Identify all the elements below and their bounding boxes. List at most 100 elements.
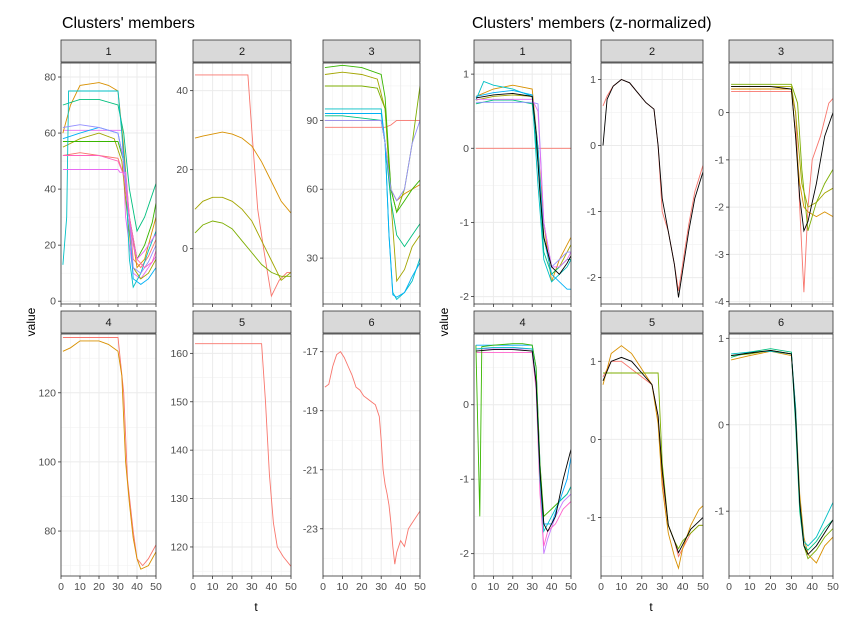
y-tick-label-c0-f5: -17	[303, 346, 318, 358]
facet-strip-c1-f4	[600, 310, 704, 334]
y-tick-label-c1-f0: 1	[463, 69, 469, 81]
y-tick-label-c0-f4: 160	[170, 348, 188, 360]
panel-border-c0-f3	[60, 333, 157, 577]
facet-strip-label-c1-f1: 2	[649, 46, 655, 58]
facet-strip-c1-f0	[473, 39, 572, 63]
x-tick-label-c0-f3: 50	[150, 581, 162, 593]
y-tick-label-c0-f0: 20	[44, 240, 56, 252]
y-axis-title-right: value	[437, 307, 451, 336]
series-line-c1-f0-s7	[475, 98, 571, 268]
x-tick-label-c0-f5: 0	[320, 581, 326, 593]
x-tick-label-c1-f3: 20	[507, 581, 519, 593]
x-tick-label-c1-f5: 20	[765, 581, 777, 593]
x-tick-label-c0-f5: 50	[414, 581, 426, 593]
series-line-c1-f5-s2	[730, 348, 833, 551]
series-line-c0-f2-s5	[324, 115, 420, 248]
series-line-c1-f2-s1	[731, 88, 833, 218]
series-group-c1-f4	[602, 345, 703, 570]
facet-strip-c0-f0	[60, 39, 157, 63]
x-tick-label-c1-f3: 10	[488, 581, 500, 593]
y-tick-label-c0-f4: 140	[170, 445, 188, 457]
x-tick-label-c0-f4: 30	[246, 581, 258, 593]
series-line-c0-f2-s8	[324, 119, 420, 202]
y-tick-label-c0-f1: 20	[176, 164, 188, 176]
x-tick-label-c0-f3: 10	[74, 581, 86, 593]
series-line-c0-f0-s5	[62, 98, 156, 233]
y-tick-label-c1-f3: 0	[463, 399, 469, 411]
y-tick-label-c1-f0: -1	[460, 217, 469, 229]
series-line-c0-f3-s1	[62, 340, 156, 570]
y-tick-label-c0-f0: 60	[44, 128, 56, 140]
series-line-c1-f3-s2	[475, 352, 571, 547]
y-tick-label-c0-f3: 120	[38, 387, 56, 399]
x-tick-label-c1-f5: 50	[827, 581, 839, 593]
y-tick-label-c1-f5: 0	[718, 419, 724, 431]
panel-border-c0-f1	[192, 62, 292, 305]
y-tick-label-c0-f2: 90	[306, 115, 318, 127]
panel-border-c0-f2	[322, 62, 421, 305]
series-group-c0-f4	[195, 343, 291, 567]
facet-strip-c0-f4	[192, 310, 292, 334]
y-tick-label-c0-f0: 80	[44, 72, 56, 84]
series-group-c0-f0	[62, 82, 156, 289]
x-tick-label-c0-f4: 20	[226, 581, 238, 593]
y-tick-label-c0-f3: 80	[44, 526, 56, 538]
facet-strip-c0-f3	[60, 310, 157, 334]
facet-strip-c1-f1	[600, 39, 704, 63]
panel-border-c1-f1	[600, 62, 704, 305]
x-tick-label-c1-f4: 30	[656, 581, 668, 593]
facet-strip-c1-f3	[473, 310, 572, 334]
series-group-c1-f0	[475, 80, 571, 290]
y-tick-label-c1-f1: 0	[590, 140, 596, 152]
series-group-c0-f2	[324, 64, 420, 301]
y-tick-label-c1-f5: 1	[718, 333, 724, 345]
series-line-c1-f5-s4	[731, 349, 833, 556]
series-line-c1-f4-s2	[603, 372, 703, 550]
facet-strip-label-c0-f1: 2	[239, 46, 245, 58]
x-tick-label-c1-f3: 0	[471, 581, 477, 593]
facet-strip-label-c1-f5: 6	[778, 317, 784, 329]
series-group-c0-f5	[324, 351, 420, 565]
x-tick-label-c1-f5: 10	[744, 581, 756, 593]
facet-strip-c0-f2	[322, 39, 421, 63]
x-tick-label-c1-f4: 10	[616, 581, 628, 593]
facet-strip-label-c1-f4: 5	[649, 317, 655, 329]
y-tick-label-c1-f3: -2	[460, 548, 469, 560]
y-tick-label-c1-f5: -1	[715, 506, 724, 518]
y-tick-label-c0-f2: 60	[306, 184, 318, 196]
series-group-c1-f3	[475, 343, 571, 554]
y-tick-label-c1-f3: -1	[460, 474, 469, 486]
series-group-c1-f1	[602, 78, 703, 298]
y-tick-label-c0-f5: -21	[303, 464, 318, 476]
panel-border-c1-f0	[473, 62, 572, 305]
series-line-c1-f3-s4	[475, 346, 571, 533]
y-tick-label-c1-f4: -1	[587, 512, 596, 524]
y-tick-label-c0-f1: 40	[176, 85, 188, 97]
y-tick-label-c1-f0: 0	[463, 143, 469, 155]
y-axis-title-left: value	[24, 307, 38, 336]
x-tick-label-c1-f4: 20	[636, 581, 648, 593]
x-tick-label-c1-f5: 40	[806, 581, 818, 593]
y-tick-label-c0-f1: 0	[182, 243, 188, 255]
x-tick-label-c1-f4: 40	[677, 581, 689, 593]
y-tick-label-c0-f3: 100	[38, 456, 56, 468]
x-tick-label-c1-f3: 40	[546, 581, 558, 593]
panel-border-c1-f2	[728, 62, 834, 305]
y-tick-label-c0-f4: 150	[170, 396, 188, 408]
series-line-c0-f1-s1	[194, 131, 291, 214]
y-tick-label-c0-f0: 40	[44, 184, 56, 196]
chart-title-left: Clusters' members	[62, 15, 195, 32]
x-tick-label-c0-f5: 40	[395, 581, 407, 593]
y-tick-label-c0-f0: 0	[50, 296, 56, 308]
facet-strip-label-c1-f2: 3	[778, 46, 784, 58]
chart-title-right: Clusters' members (z-normalized)	[472, 15, 712, 32]
panel-border-c0-f4	[192, 333, 292, 577]
x-tick-label-c0-f3: 0	[58, 581, 64, 593]
series-line-c0-f0-s9	[62, 169, 156, 261]
y-tick-label-c0-f5: -23	[303, 523, 318, 535]
y-tick-label-c1-f2: -2	[715, 202, 724, 214]
series-group-c1-f2	[731, 83, 833, 293]
x-tick-label-c0-f4: 40	[266, 581, 278, 593]
